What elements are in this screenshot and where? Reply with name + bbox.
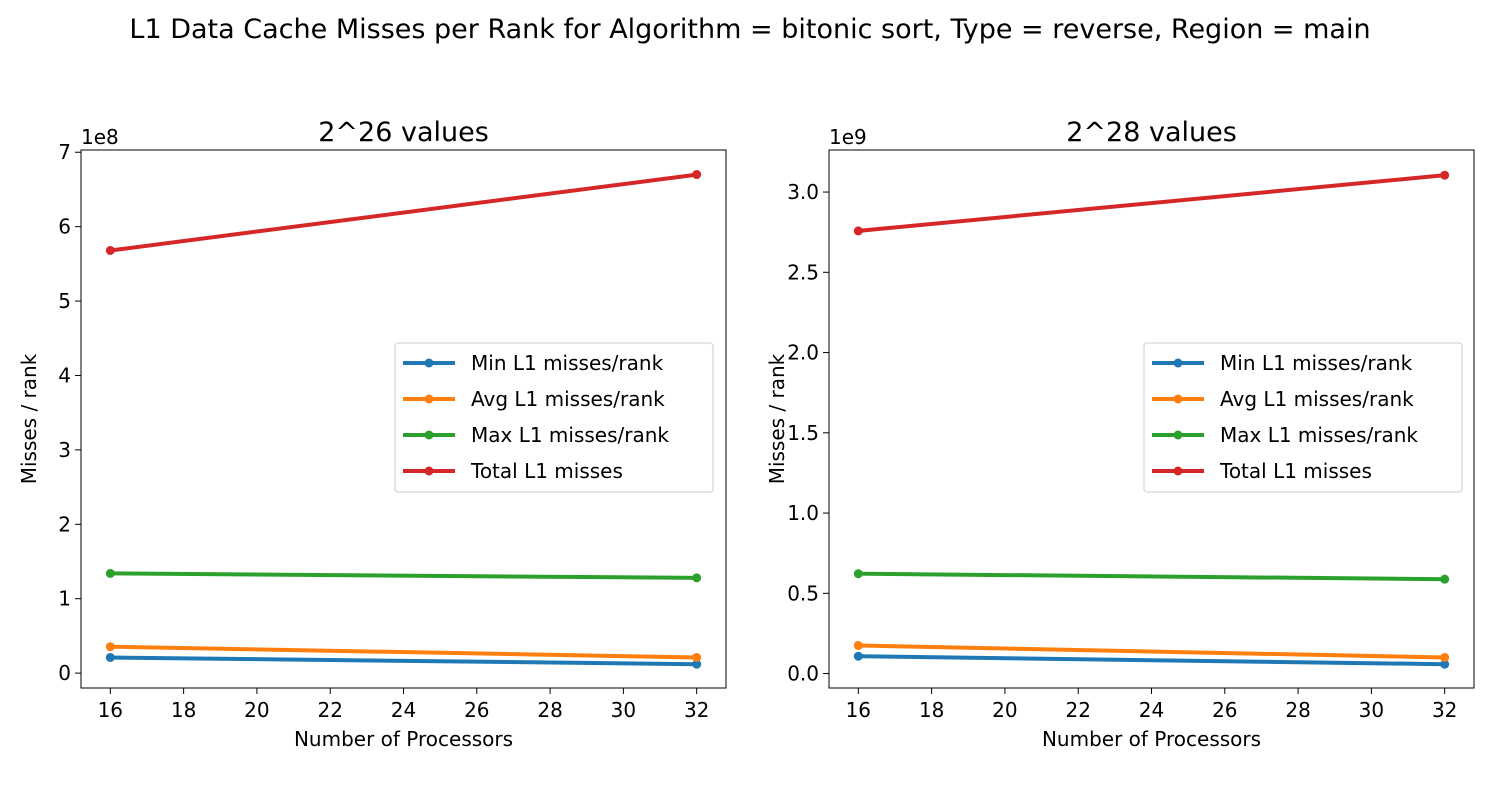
series-line-avg-l1-misses-rank bbox=[856, 643, 1447, 660]
legend-item-avg-l1-misses-rank: Avg L1 misses/rank bbox=[1152, 387, 1414, 411]
y-tick-label: 3.0 bbox=[787, 180, 819, 204]
series-line-avg-l1-misses-rank bbox=[108, 644, 699, 660]
data-point-max-l1-misses-rank bbox=[853, 569, 863, 579]
x-tick-label: 24 bbox=[1139, 698, 1164, 722]
legend: Min L1 misses/rank Avg L1 misses/rank Max … bbox=[394, 342, 714, 493]
legend-label: Total L1 misses bbox=[470, 459, 623, 483]
x-tick-label: 18 bbox=[171, 698, 196, 722]
legend-label: Avg L1 misses/rank bbox=[471, 387, 665, 411]
series-line-max-l1-misses-rank bbox=[108, 571, 699, 580]
y-tick-label: 5 bbox=[58, 289, 71, 313]
data-point-avg-l1-misses-rank bbox=[853, 640, 863, 650]
legend-marker-swatch bbox=[1173, 466, 1183, 476]
legend-marker-swatch bbox=[424, 466, 434, 476]
legend-item-min-l1-misses-rank: Min L1 misses/rank bbox=[403, 351, 664, 375]
x-tick-label: 26 bbox=[464, 698, 489, 722]
legend: Min L1 misses/rank Avg L1 misses/rank Max … bbox=[1143, 342, 1463, 493]
data-point-total-l1-misses bbox=[1440, 170, 1450, 180]
x-tick-label: 30 bbox=[611, 698, 636, 722]
x-tick-label: 24 bbox=[391, 698, 416, 722]
legend-item-avg-l1-misses-rank: Avg L1 misses/rank bbox=[403, 387, 665, 411]
legend-marker-swatch bbox=[1173, 358, 1183, 368]
x-tick-label: 20 bbox=[244, 698, 269, 722]
data-point-min-l1-misses-rank bbox=[692, 659, 702, 669]
legend-marker-swatch bbox=[1173, 430, 1183, 440]
data-point-avg-l1-misses-rank bbox=[692, 652, 702, 662]
x-tick-label: 22 bbox=[317, 698, 342, 722]
series-line-min-l1-misses-rank bbox=[108, 655, 699, 667]
chart-panel-2-26-values: 2^26 values 16 18 20 22 24 26 28 30 32 0 1 2 3 4 5 6 7 1e8… bbox=[17, 117, 727, 751]
legend-frame bbox=[1143, 342, 1463, 493]
legend-label: Avg L1 misses/rank bbox=[1220, 387, 1414, 411]
x-tick-label: 26 bbox=[1212, 698, 1237, 722]
y-axis-scale-label: 1e8 bbox=[81, 125, 119, 149]
data-point-min-l1-misses-rank bbox=[105, 652, 115, 662]
data-point-max-l1-misses-rank bbox=[105, 568, 115, 578]
y-axis-label: Misses / rank bbox=[765, 353, 789, 484]
data-point-min-l1-misses-rank bbox=[1440, 659, 1450, 669]
series-line-max-l1-misses-rank bbox=[856, 571, 1447, 582]
x-tick-label: 16 bbox=[846, 698, 871, 722]
legend-marker-swatch bbox=[1173, 394, 1183, 404]
data-point-total-l1-misses bbox=[105, 245, 115, 255]
data-point-total-l1-misses bbox=[853, 226, 863, 236]
series-line-total-l1-misses bbox=[108, 172, 699, 253]
chart-panel-2-28-values: 2^28 values 16 18 20 22 24 26 28 30 32 0.0 0.5 1.0 1.… bbox=[765, 117, 1475, 751]
legend-marker-swatch bbox=[424, 430, 434, 440]
x-tick-label: 30 bbox=[1359, 698, 1384, 722]
legend-label: Max L1 misses/rank bbox=[471, 423, 669, 447]
data-point-max-l1-misses-rank bbox=[692, 573, 702, 583]
legend-item-total-l1-misses: Total L1 misses bbox=[403, 459, 623, 483]
y-tick-label: 6 bbox=[58, 215, 71, 239]
legend-frame bbox=[394, 342, 714, 493]
y-tick-label: 1.0 bbox=[787, 501, 819, 525]
legend-marker-swatch bbox=[424, 394, 434, 404]
legend-item-total-l1-misses: Total L1 misses bbox=[1152, 459, 1372, 483]
chart-title: 2^26 values bbox=[318, 117, 489, 148]
data-point-avg-l1-misses-rank bbox=[105, 642, 115, 652]
data-point-avg-l1-misses-rank bbox=[1440, 653, 1450, 663]
y-tick-label: 2 bbox=[58, 512, 71, 536]
series-line-total-l1-misses bbox=[856, 173, 1447, 234]
y-tick-label: 7 bbox=[58, 140, 71, 164]
x-axis-label: Number of Processors bbox=[294, 727, 513, 751]
legend-marker-swatch bbox=[424, 358, 434, 368]
legend-label: Max L1 misses/rank bbox=[1220, 423, 1418, 447]
legend-label: Total L1 misses bbox=[1219, 459, 1372, 483]
legend-label: Min L1 misses/rank bbox=[471, 351, 664, 375]
chart-title: 2^28 values bbox=[1066, 117, 1237, 148]
legend-label: Min L1 misses/rank bbox=[1220, 351, 1413, 375]
y-tick-label: 0.5 bbox=[787, 581, 819, 605]
x-axis-label: Number of Processors bbox=[1042, 727, 1261, 751]
y-tick-label: 0 bbox=[58, 661, 71, 685]
x-tick-label: 28 bbox=[1285, 698, 1310, 722]
x-tick-label: 32 bbox=[684, 698, 709, 722]
y-tick-label: 2.5 bbox=[787, 260, 819, 284]
y-tick-label: 4 bbox=[58, 363, 71, 387]
x-tick-label: 28 bbox=[537, 698, 562, 722]
y-tick-label: 3 bbox=[58, 438, 71, 462]
figure-suptitle: L1 Data Cache Misses per Rank for Algori… bbox=[129, 14, 1370, 45]
x-tick-label: 22 bbox=[1065, 698, 1090, 722]
legend-item-min-l1-misses-rank: Min L1 misses/rank bbox=[1152, 351, 1413, 375]
y-tick-label: 0.0 bbox=[787, 662, 819, 686]
x-tick-label: 16 bbox=[98, 698, 123, 722]
x-tick-label: 32 bbox=[1432, 698, 1457, 722]
legend-item-max-l1-misses-rank: Max L1 misses/rank bbox=[1152, 423, 1418, 447]
y-axis-scale-label: 1e9 bbox=[829, 125, 867, 149]
y-tick-label: 1.5 bbox=[787, 421, 819, 445]
x-tick-label: 18 bbox=[919, 698, 944, 722]
y-tick-label: 2.0 bbox=[787, 341, 819, 365]
legend-item-max-l1-misses-rank: Max L1 misses/rank bbox=[403, 423, 669, 447]
data-point-max-l1-misses-rank bbox=[1440, 574, 1450, 584]
y-tick-label: 1 bbox=[58, 587, 71, 611]
data-point-min-l1-misses-rank bbox=[853, 651, 863, 661]
data-point-total-l1-misses bbox=[692, 170, 702, 180]
y-axis-label: Misses / rank bbox=[17, 353, 41, 484]
series-line-min-l1-misses-rank bbox=[856, 654, 1447, 667]
x-tick-label: 20 bbox=[992, 698, 1017, 722]
